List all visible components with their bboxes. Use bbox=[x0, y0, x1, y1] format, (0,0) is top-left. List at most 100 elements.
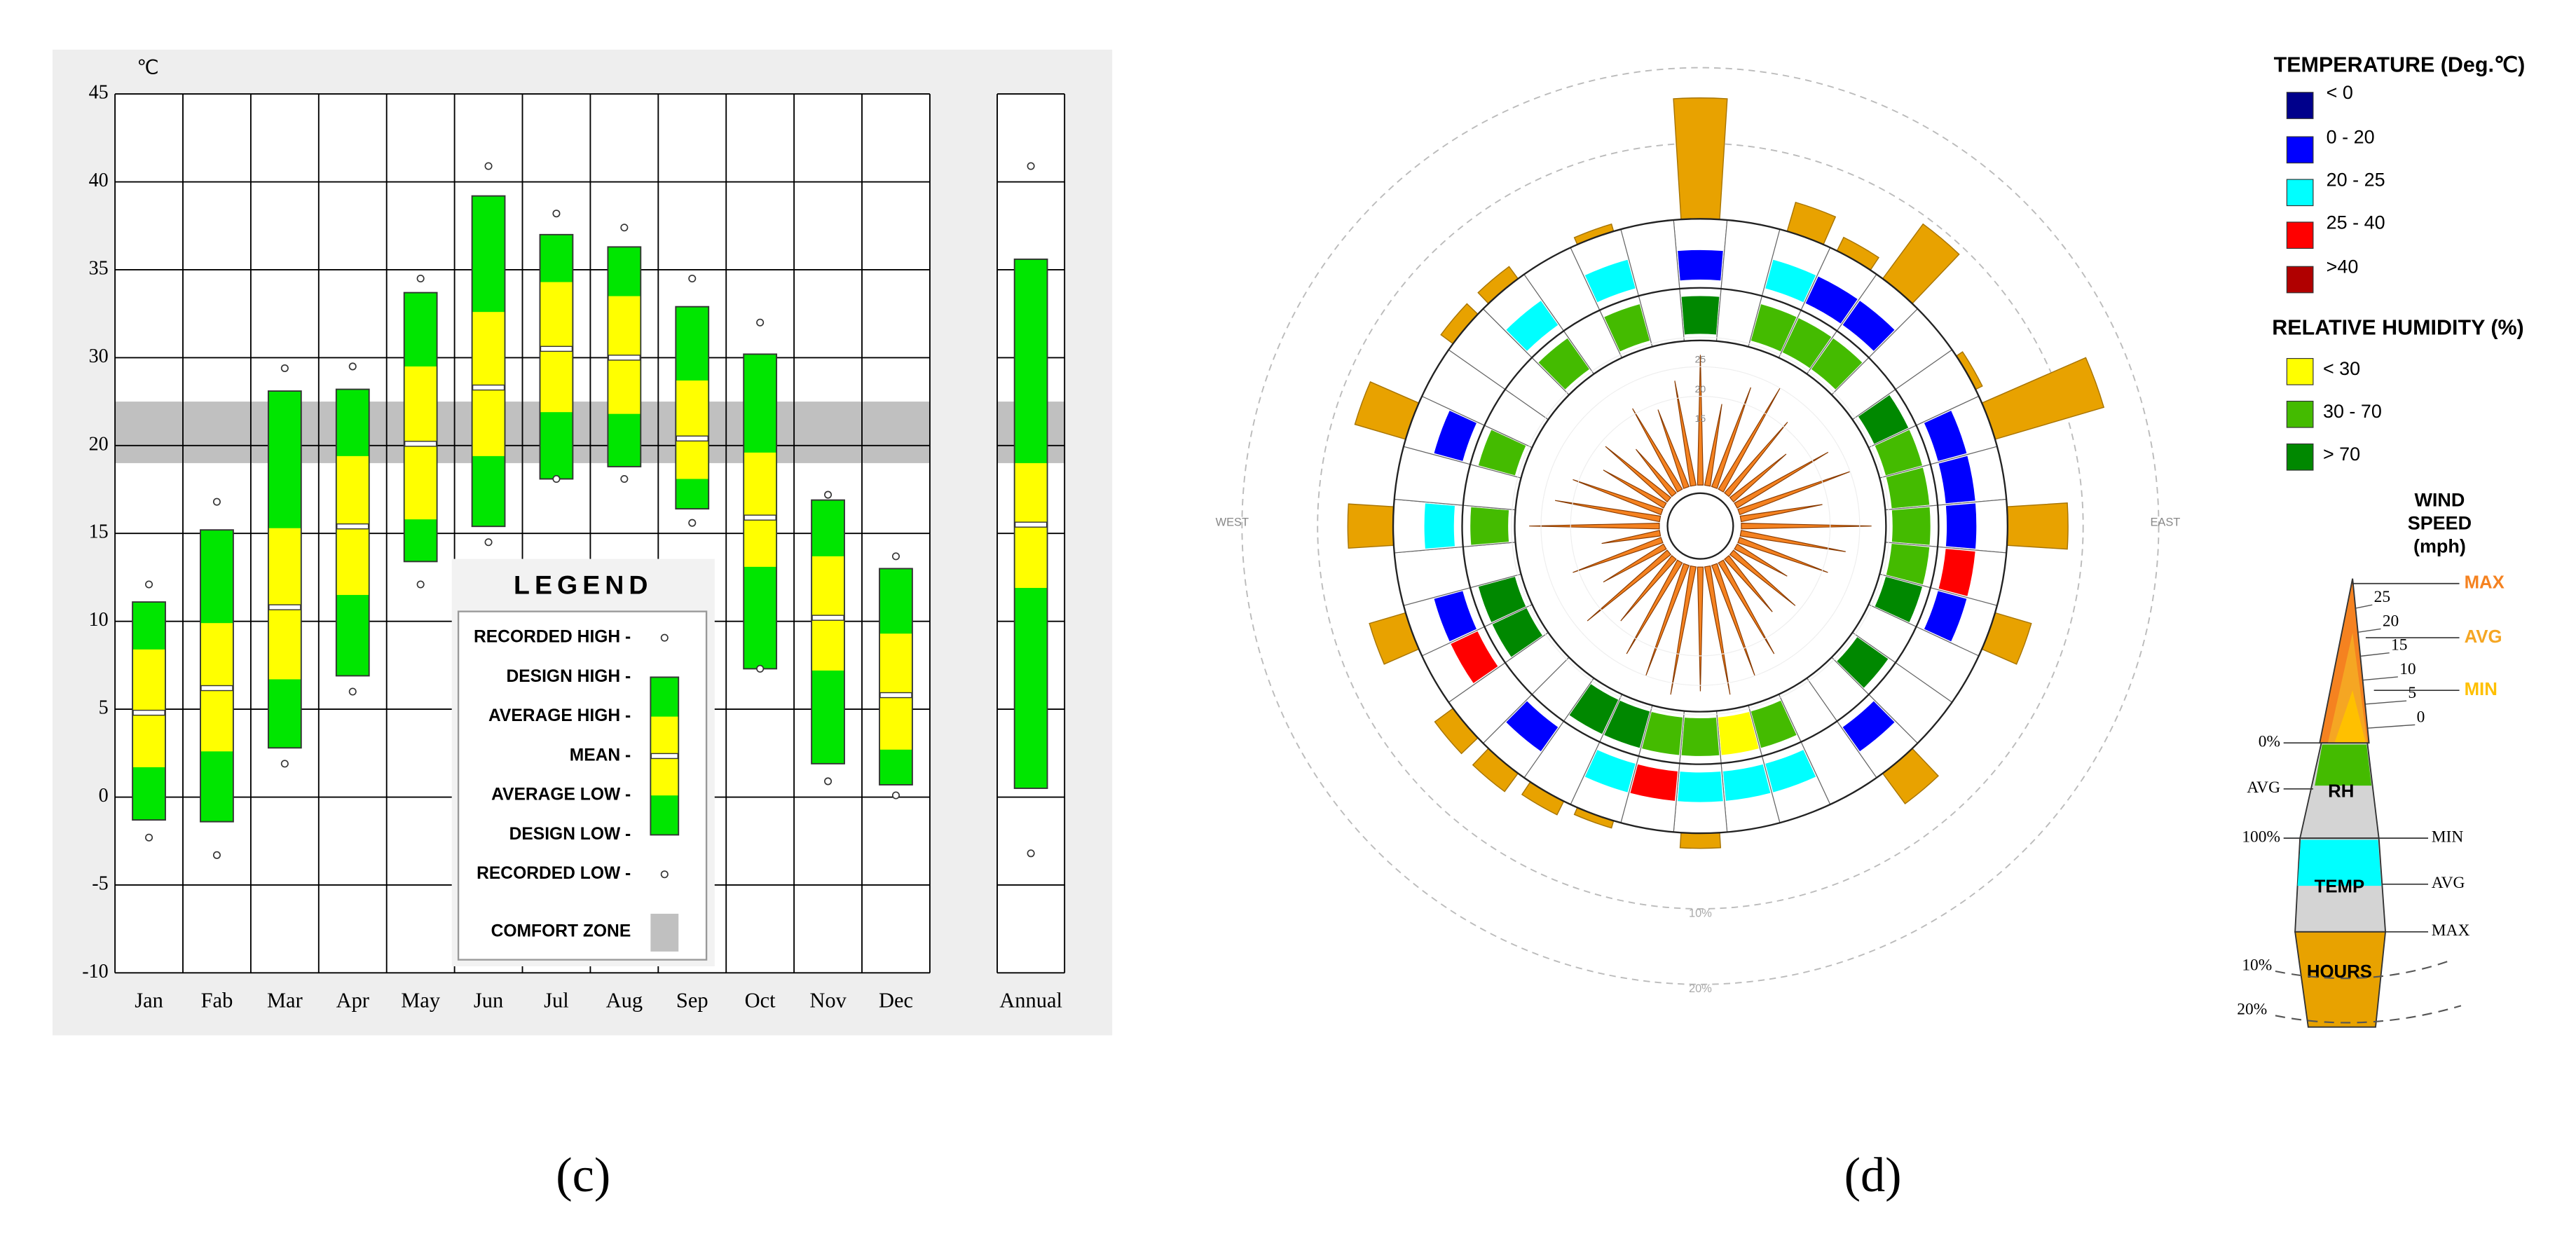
humidity-cell bbox=[1811, 338, 1863, 390]
key-label: TEMP bbox=[2315, 877, 2365, 896]
recorded-high bbox=[552, 210, 561, 218]
legend-swatch bbox=[2286, 221, 2314, 249]
y-tick-label: 10 bbox=[89, 609, 109, 631]
hours-bar bbox=[1679, 832, 1722, 849]
recorded-low bbox=[145, 833, 153, 842]
speed-tick-label: 15 bbox=[1695, 413, 1706, 424]
x-tick-label: Oct bbox=[745, 989, 776, 1013]
wind-spike bbox=[1739, 530, 1846, 552]
key-tick-label: 20 bbox=[2383, 612, 2399, 630]
mean-line bbox=[1014, 521, 1048, 528]
humidity-cell bbox=[1891, 507, 1931, 545]
recorded-low bbox=[552, 474, 561, 483]
temperature-cell bbox=[1805, 276, 1858, 324]
recorded-high bbox=[620, 224, 629, 232]
key-label: MIN bbox=[2465, 680, 2498, 699]
average-range bbox=[268, 528, 301, 680]
x-tick-label: Jul bbox=[544, 989, 569, 1013]
wind-spike bbox=[1620, 555, 1677, 622]
average-range bbox=[676, 380, 708, 479]
key-line bbox=[2360, 652, 2390, 657]
legend-label: < 0 bbox=[2327, 82, 2353, 103]
wind-spike bbox=[1573, 479, 1664, 516]
wind-spike bbox=[1729, 549, 1796, 606]
recorded-high bbox=[212, 498, 221, 506]
wind-spike bbox=[1704, 404, 1722, 487]
recorded-low bbox=[620, 474, 629, 483]
legend-title: TEMPERATURE (Deg.℃) bbox=[2274, 53, 2526, 76]
key-shape bbox=[2297, 839, 2382, 886]
temperature-cell bbox=[1765, 259, 1816, 303]
legend-label: 0 - 20 bbox=[2327, 127, 2375, 148]
average-range bbox=[812, 556, 844, 671]
key-shape bbox=[2315, 744, 2372, 786]
hours-tick-label: 10% bbox=[1689, 907, 1712, 919]
key-label: 10% bbox=[2242, 956, 2272, 974]
recorded-low bbox=[891, 791, 900, 800]
x-tick-label: Jun bbox=[474, 989, 503, 1013]
humidity-cell bbox=[1718, 712, 1759, 755]
temperature-cell bbox=[1678, 772, 1723, 802]
key-tick-label: 15 bbox=[2391, 636, 2407, 654]
legend-label: > 70 bbox=[2323, 444, 2360, 465]
x-tick-label: Fab bbox=[201, 989, 233, 1013]
key-tick-label: 10 bbox=[2399, 660, 2416, 678]
mean-line bbox=[404, 441, 437, 447]
temperature-cell bbox=[1938, 455, 1975, 504]
humidity-cell bbox=[1886, 467, 1930, 509]
wind-spike bbox=[1711, 387, 1751, 489]
direction-label: EAST bbox=[2150, 516, 2180, 528]
recorded-low bbox=[756, 664, 765, 673]
temperature-cell bbox=[1584, 259, 1636, 303]
legend-title: LEGEND bbox=[514, 570, 652, 599]
wind-spike bbox=[1670, 565, 1697, 695]
recorded-low bbox=[824, 777, 833, 786]
legend-label: 30 - 70 bbox=[2323, 401, 2382, 422]
x-tick-label: Apr bbox=[336, 989, 369, 1013]
ring-circle bbox=[1514, 339, 1887, 713]
wind-spike bbox=[1734, 451, 1829, 509]
key-curve bbox=[2275, 960, 2448, 980]
temperature-cell bbox=[1451, 631, 1498, 683]
humidity-cell bbox=[1492, 608, 1542, 657]
wind-spike bbox=[1645, 563, 1690, 676]
y-tick-label: 35 bbox=[89, 257, 109, 279]
temperature-cell bbox=[1506, 701, 1558, 752]
humidity-cell bbox=[1837, 637, 1889, 688]
recorded-high bbox=[824, 491, 833, 499]
temperature-cell bbox=[1678, 249, 1723, 281]
wind-spike bbox=[1737, 471, 1851, 516]
key-title: SPEED bbox=[2408, 512, 2472, 533]
recorded-low bbox=[1027, 849, 1035, 858]
hours-bar bbox=[1347, 503, 1395, 549]
mean-line bbox=[744, 514, 776, 521]
average-range bbox=[879, 633, 912, 750]
x-tick-label: Nov bbox=[809, 989, 847, 1013]
legend-label: COMFORT ZONE bbox=[491, 921, 631, 940]
humidity-cell bbox=[1751, 700, 1797, 748]
ring-circle bbox=[1392, 218, 2009, 835]
x-tick-label: Mar bbox=[267, 989, 303, 1013]
recorded-high bbox=[348, 362, 357, 371]
legend-swatch bbox=[2286, 266, 2314, 294]
y-tick-label: 15 bbox=[89, 521, 109, 543]
average-range bbox=[744, 452, 776, 567]
wind-spike bbox=[1741, 523, 1872, 530]
mean-line bbox=[268, 604, 301, 610]
legend-label: < 30 bbox=[2323, 358, 2360, 379]
legend-swatch bbox=[2286, 92, 2314, 119]
humidity-cell bbox=[1751, 304, 1797, 352]
y-tick-label: 40 bbox=[89, 170, 109, 191]
wind-spike bbox=[1729, 453, 1787, 503]
legend-swatch bbox=[660, 633, 669, 642]
wind-spike bbox=[1657, 409, 1690, 489]
key-tick-label: 0 bbox=[2417, 708, 2425, 726]
key-label: AVG bbox=[2432, 874, 2465, 892]
wind-spike bbox=[1632, 408, 1683, 493]
legend-swatch bbox=[2286, 357, 2314, 385]
recorded-high bbox=[688, 275, 697, 283]
x-tick-label: Annual bbox=[999, 989, 1062, 1013]
y-tick-label: 30 bbox=[89, 345, 109, 367]
